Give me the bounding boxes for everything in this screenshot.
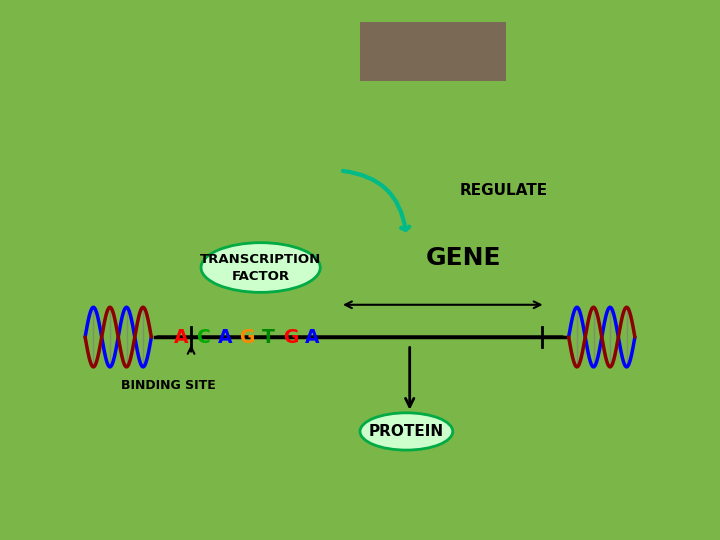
- FancyArrowPatch shape: [343, 171, 410, 230]
- FancyBboxPatch shape: [360, 22, 505, 81]
- Text: PROTEIN: PROTEIN: [369, 424, 444, 439]
- Ellipse shape: [360, 413, 453, 450]
- Text: G: G: [239, 328, 254, 347]
- Text: G: G: [283, 328, 298, 347]
- Ellipse shape: [201, 242, 320, 292]
- Text: T: T: [262, 328, 275, 347]
- Text: A: A: [174, 328, 189, 347]
- Text: C: C: [196, 328, 210, 347]
- Text: REGULATE: REGULATE: [459, 183, 547, 198]
- Text: A: A: [305, 328, 320, 347]
- Text: BINDING SITE: BINDING SITE: [120, 379, 215, 392]
- Text: TRANSCRIPTION
FACTOR: TRANSCRIPTION FACTOR: [200, 253, 321, 282]
- Text: A: A: [217, 328, 232, 347]
- Text: Transcription factors – a protein that binds to a specific DNA
sequence, control: Transcription factors – a protein that b…: [55, 111, 634, 175]
- Text: GENE: GENE: [426, 246, 502, 269]
